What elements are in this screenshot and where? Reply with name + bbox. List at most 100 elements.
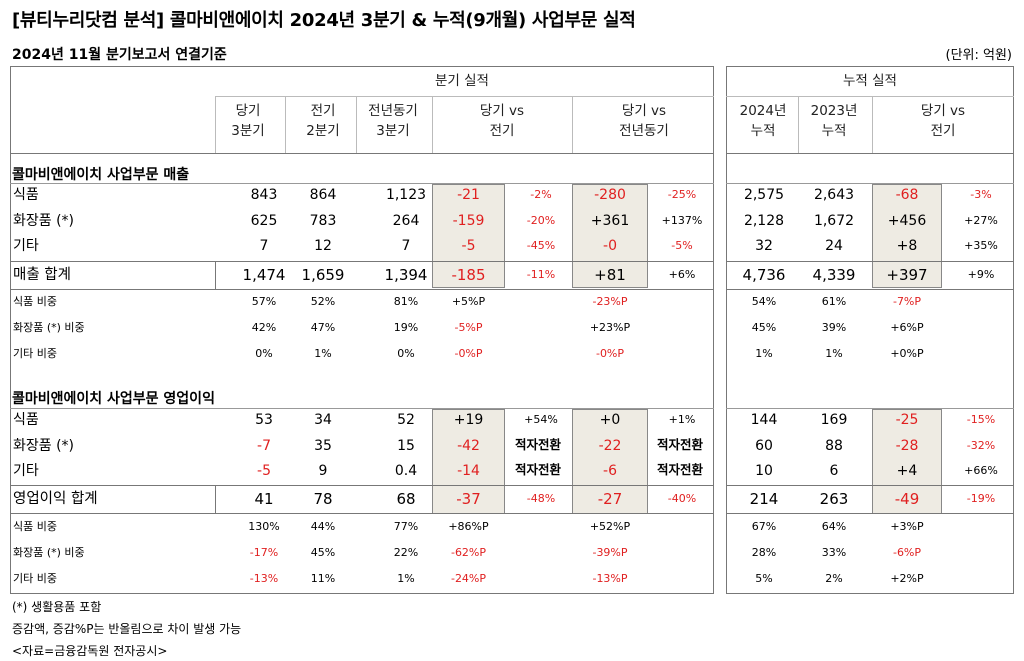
total-line-top-o4-0 xyxy=(10,485,714,486)
cell-cumulative-change: +397 xyxy=(886,266,928,284)
cell-change-vs-previous: +5%P xyxy=(451,295,486,308)
cell-change-vs-prior-year: -27 xyxy=(597,490,623,508)
report-basis: 2024년 11월 분기보고서 연결기준 xyxy=(12,47,227,63)
cell-cumulative-change: +4 xyxy=(896,463,918,479)
col-header-cumulative-vs: 당기 vs 전기 xyxy=(921,102,965,141)
col-header-vs-previous-line2: 전기 xyxy=(489,122,515,139)
shaded-column-s-d1 xyxy=(432,184,505,288)
cell-prior-year-quarter: 15 xyxy=(397,438,415,454)
cell-2023-cumulative: 24 xyxy=(825,238,843,254)
cell-pct-vs-prior-year: -5% xyxy=(671,239,693,252)
cell-cumulative-change: +456 xyxy=(887,213,927,229)
cell-change-vs-prior-year: -0 xyxy=(603,238,617,254)
cell-change-vs-previous: -5%P xyxy=(454,321,483,334)
total-separator-s4 xyxy=(215,261,216,289)
cell-change-vs-previous: -185 xyxy=(451,266,486,284)
cell-cumulative-pct: -3% xyxy=(970,188,992,201)
cell-2023-cumulative: 263 xyxy=(819,490,849,508)
cell-current-quarter: 7 xyxy=(259,238,269,254)
cell-previous-quarter: 11% xyxy=(310,572,336,585)
cell-cumulative-pct: +66% xyxy=(964,464,998,477)
cell-2023-cumulative: 2,643 xyxy=(813,187,855,203)
cell-2024-cumulative: 2,128 xyxy=(743,213,785,229)
cell-previous-quarter: 52% xyxy=(310,295,336,308)
quarterly-group-header: 분기 실적 xyxy=(435,73,489,89)
cell-current-quarter: 130% xyxy=(248,520,280,533)
cell-2024-cumulative: 5% xyxy=(755,572,773,585)
cell-change-vs-prior-year: +81 xyxy=(594,266,626,284)
cell-current-quarter: 53 xyxy=(255,412,273,428)
cell-2023-cumulative: 169 xyxy=(820,412,848,428)
shaded-column-s-d2 xyxy=(572,184,648,288)
cell-previous-quarter: 9 xyxy=(318,463,328,479)
cell-cumulative-change: +2%P xyxy=(890,572,924,585)
cell-cumulative-change: +6%P xyxy=(890,321,924,334)
cell-prior-year-quarter: 1,394 xyxy=(384,266,428,284)
cell-2024-cumulative: 2,575 xyxy=(743,187,785,203)
cell-2024-cumulative: 4,736 xyxy=(742,266,786,284)
cumulative-header-bottom-line xyxy=(726,153,1014,154)
cell-change-vs-prior-year: -6 xyxy=(603,463,617,479)
col-header-2023-cumulative: 2023년 누적 xyxy=(811,102,858,141)
section-op-line-1 xyxy=(726,408,1014,409)
col-header-2024-cumulative-line2: 누적 xyxy=(750,122,776,139)
cell-previous-quarter: 864 xyxy=(309,187,337,203)
col-header-current-quarter: 당기 3분기 xyxy=(231,102,264,141)
total-line-bottom-s4-1 xyxy=(726,289,1014,290)
col-header-2023-cumulative-line2: 누적 xyxy=(821,122,847,139)
total-line-bottom-o4-1 xyxy=(726,513,1014,514)
cell-2023-cumulative: 88 xyxy=(825,438,843,454)
row-label: 기타 비중 xyxy=(13,347,57,360)
cell-prior-year-quarter: 1% xyxy=(397,572,415,585)
cell-change-vs-prior-year: +52%P xyxy=(589,520,631,533)
cell-cumulative-change: -28 xyxy=(895,438,919,454)
cell-pct-vs-previous: +54% xyxy=(524,413,558,426)
cell-pct-vs-previous: 적자전환 xyxy=(514,437,562,452)
cell-cumulative-change: +8 xyxy=(896,238,918,254)
header-separator-2 xyxy=(356,97,357,153)
cell-cumulative-pct: +9% xyxy=(967,268,995,281)
cell-previous-quarter: 78 xyxy=(313,490,333,508)
col-header-vs-previous-line1: 당기 vs xyxy=(479,103,525,119)
cell-pct-vs-prior-year: -25% xyxy=(667,188,697,201)
quarterly-results-panel xyxy=(10,66,714,594)
cell-change-vs-previous: -42 xyxy=(457,438,480,454)
cell-2024-cumulative: 28% xyxy=(751,546,777,559)
cumulative-header-separator-0 xyxy=(798,97,799,153)
cell-pct-vs-prior-year: +1% xyxy=(668,413,696,426)
row-label: 기타 비중 xyxy=(13,572,57,585)
cell-change-vs-previous: -159 xyxy=(452,213,485,229)
cell-current-quarter: 42% xyxy=(251,321,277,334)
cell-2023-cumulative: 64% xyxy=(821,520,847,533)
source-note: <자료=금융감독원 전자공시> xyxy=(12,644,168,658)
cell-prior-year-quarter: 77% xyxy=(393,520,419,533)
footnote-rounding: 증감액, 증감%P는 반올림으로 차이 발생 가능 xyxy=(12,622,242,636)
row-label: 화장품 (*) 비중 xyxy=(13,546,85,559)
cell-cumulative-change: +3%P xyxy=(890,520,924,533)
row-label: 식품 비중 xyxy=(13,520,57,533)
header-separator-0 xyxy=(215,97,216,153)
shaded-column-s-d3 xyxy=(872,184,942,288)
col-header-previous-quarter-line2: 2분기 xyxy=(306,122,340,139)
cell-cumulative-change: -6%P xyxy=(892,546,922,559)
row-label: 매출 합계 xyxy=(13,267,71,283)
section-op-line-0 xyxy=(10,408,714,409)
cell-2023-cumulative: 1,672 xyxy=(813,213,855,229)
col-header-previous-quarter-line1: 전기 xyxy=(310,103,336,119)
section-title-operating-profit: 콜마비앤에이치 사업부문 영업이익 xyxy=(12,391,215,407)
total-line-bottom-s4-0 xyxy=(10,289,714,290)
cell-2024-cumulative: 54% xyxy=(751,295,777,308)
cell-2023-cumulative: 6 xyxy=(829,463,839,479)
cell-2024-cumulative: 45% xyxy=(751,321,777,334)
cell-change-vs-previous: +19 xyxy=(453,412,484,428)
cell-change-vs-prior-year: -0%P xyxy=(595,347,625,360)
cell-previous-quarter: 1,659 xyxy=(301,266,345,284)
shaded-column-o-d2 xyxy=(572,409,648,514)
section-title-sales: 콜마비앤에이치 사업부문 매출 xyxy=(12,167,190,183)
cell-change-vs-prior-year: -23%P xyxy=(592,295,628,308)
cumulative-header-divider xyxy=(726,96,1014,97)
col-header-2024-cumulative-line1: 2024년 xyxy=(739,103,787,119)
cell-cumulative-pct: +35% xyxy=(964,239,998,252)
row-label: 화장품 (*) xyxy=(13,438,75,454)
cell-change-vs-previous: -37 xyxy=(456,490,481,508)
